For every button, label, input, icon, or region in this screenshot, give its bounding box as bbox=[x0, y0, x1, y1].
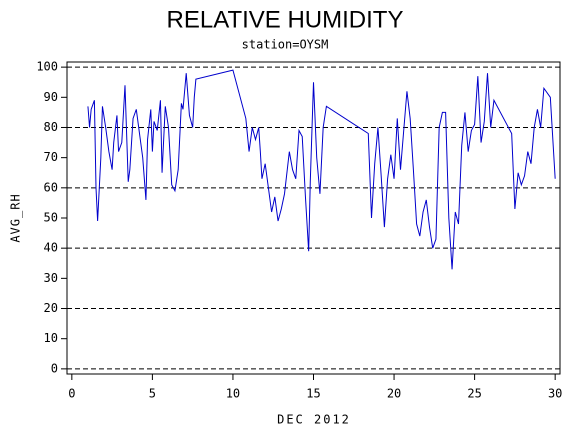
x-axis-label: DEC 2012 bbox=[277, 413, 351, 427]
y-tick-label: 60 bbox=[44, 180, 58, 194]
data-line bbox=[87, 69, 556, 270]
x-tick-label: 0 bbox=[68, 387, 75, 401]
y-tick-label: 40 bbox=[44, 241, 58, 255]
y-tick-label: 50 bbox=[44, 211, 58, 225]
x-tick-label: 25 bbox=[467, 387, 481, 401]
x-tick-label: 15 bbox=[306, 387, 320, 401]
x-tick-label: 10 bbox=[226, 387, 240, 401]
x-tick-label: 30 bbox=[548, 387, 562, 401]
y-axis-label: AVG_RH bbox=[9, 193, 23, 242]
y-tick-label: 0 bbox=[51, 361, 58, 375]
plot-frame bbox=[66, 61, 561, 375]
chart-title: RELATIVE HUMIDITY bbox=[167, 6, 404, 33]
y-tick-label: 70 bbox=[44, 150, 58, 164]
y-tick-label: 30 bbox=[44, 271, 58, 285]
y-tick-label: 20 bbox=[44, 301, 58, 315]
y-tick-label: 80 bbox=[44, 120, 58, 134]
x-tick-label: 5 bbox=[149, 387, 156, 401]
x-tick-label: 20 bbox=[387, 387, 401, 401]
y-tick-label: 90 bbox=[44, 90, 58, 104]
y-tick-label: 10 bbox=[44, 331, 58, 345]
y-tick-label: 100 bbox=[36, 60, 58, 74]
chart-subtitle: station=OYSM bbox=[242, 38, 329, 52]
